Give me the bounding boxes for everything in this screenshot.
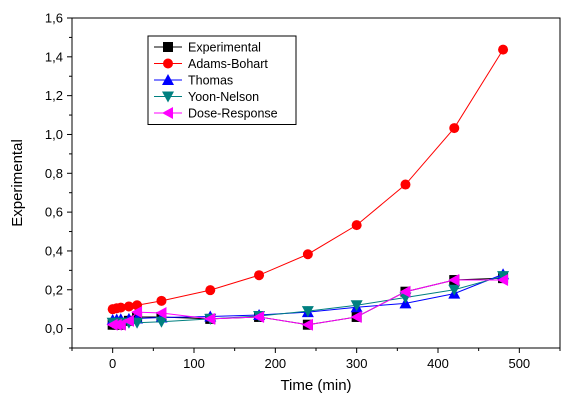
- data-point: [254, 270, 265, 281]
- plot-frame: [71, 17, 561, 349]
- data-point: [253, 310, 265, 323]
- x-tick-label: 0: [109, 356, 116, 371]
- data-point: [301, 318, 313, 331]
- x-tick-label: 400: [427, 356, 449, 371]
- data-point: [400, 179, 411, 190]
- data-point: [350, 310, 362, 323]
- legend-marker: [163, 58, 173, 69]
- data-point: [448, 274, 460, 287]
- x-tick-label: 100: [183, 356, 205, 371]
- data-point: [350, 300, 363, 312]
- y-tick-label: 0,6: [45, 205, 63, 220]
- data-point: [399, 285, 411, 298]
- series-dose-response: [106, 274, 509, 331]
- y-tick-label: 0,4: [45, 243, 63, 258]
- data-point: [302, 249, 313, 260]
- data-point: [156, 295, 167, 306]
- data-point: [114, 318, 126, 331]
- legend-item: Experimental: [154, 41, 261, 55]
- data-point: [131, 317, 144, 329]
- x-axis-title: Time (min): [280, 377, 351, 394]
- series-line: [112, 279, 504, 326]
- y-tick-label: 1,4: [45, 49, 63, 64]
- y-tick-label: 0,0: [45, 321, 63, 336]
- data-point: [301, 306, 314, 318]
- legend-marker: [163, 42, 173, 52]
- y-tick-label: 0,8: [45, 166, 63, 181]
- data-point: [497, 271, 510, 283]
- data-point: [122, 314, 134, 327]
- legend-marker: [162, 74, 174, 85]
- data-point: [155, 307, 167, 320]
- legend-marker: [162, 107, 173, 119]
- y-axis: 0,0 0,2 0,4 0,6 0,8 1,0 1,2 1,4 1,6: [45, 11, 72, 349]
- x-tick-label: 300: [346, 356, 368, 371]
- x-tick-label: 200: [264, 356, 286, 371]
- data-point: [498, 44, 509, 55]
- data-point: [131, 306, 143, 319]
- data-point: [204, 312, 216, 325]
- y-tick-label: 0,2: [45, 282, 63, 297]
- y-axis-title: Experimental: [9, 139, 26, 227]
- x-tick-label: 500: [508, 356, 530, 371]
- y-tick-label: 1,6: [45, 11, 63, 26]
- data-point: [123, 301, 134, 312]
- data-point: [155, 316, 168, 328]
- legend-label: Experimental: [188, 41, 261, 55]
- legend-item: Yoon-Nelson: [154, 90, 259, 104]
- data-point: [448, 284, 461, 296]
- plot-border: [71, 17, 561, 349]
- series-adams-bohart: [107, 44, 509, 315]
- legend-label: Yoon-Nelson: [188, 90, 259, 104]
- legend-label: Adams-Bohart: [188, 57, 268, 71]
- x-axis: 0 100 200 300 400 500: [71, 348, 561, 371]
- y-tick-label: 1,2: [45, 88, 63, 103]
- series-layer: [106, 44, 510, 331]
- legend-item: Adams-Bohart: [154, 57, 268, 71]
- legend-item: Thomas: [154, 74, 233, 88]
- data-point: [497, 274, 509, 287]
- legend-item: Dose-Response: [154, 107, 278, 121]
- data-point: [351, 220, 362, 231]
- legend: Experimental Adams-Bohart Thomas Yoon-Nelso…: [147, 35, 297, 125]
- legend-marker: [162, 91, 174, 103]
- y-tick-label: 1,0: [45, 127, 63, 142]
- data-point: [449, 123, 460, 134]
- legend-label: Thomas: [188, 74, 233, 88]
- data-point: [205, 285, 216, 296]
- legend-label: Dose-Response: [188, 107, 278, 121]
- data-point: [115, 302, 126, 313]
